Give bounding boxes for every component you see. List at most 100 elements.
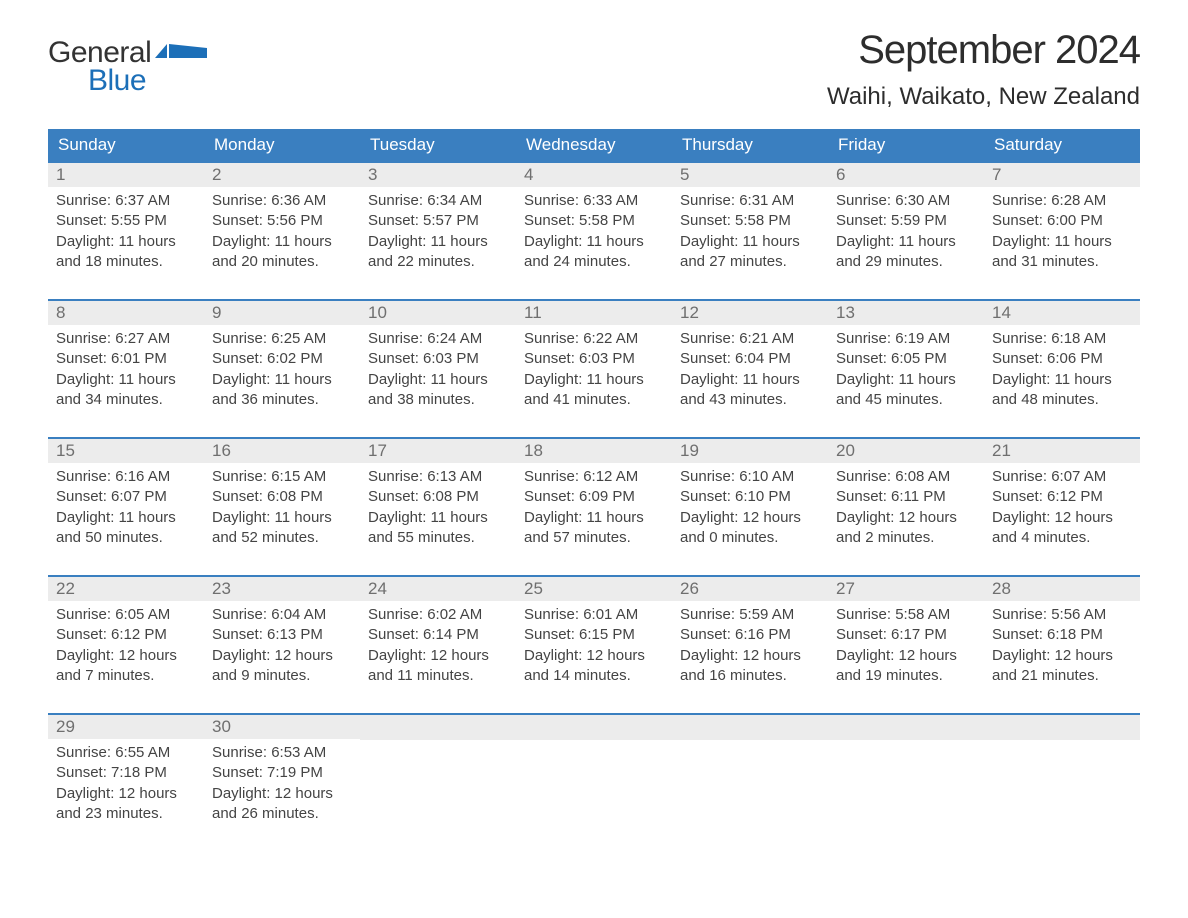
day-cell: 30Sunrise: 6:53 AMSunset: 7:19 PMDayligh…	[204, 715, 360, 833]
day-detail-line: and 41 minutes.	[524, 390, 664, 410]
day-detail-line: Sunrise: 5:56 AM	[992, 605, 1132, 625]
day-details: Sunrise: 6:25 AMSunset: 6:02 PMDaylight:…	[204, 325, 360, 416]
day-detail-line: and 38 minutes.	[368, 390, 508, 410]
day-detail-line: Sunrise: 6:33 AM	[524, 191, 664, 211]
day-detail-line: and 19 minutes.	[836, 666, 976, 686]
day-cell: 11Sunrise: 6:22 AMSunset: 6:03 PMDayligh…	[516, 301, 672, 419]
day-details: Sunrise: 6:22 AMSunset: 6:03 PMDaylight:…	[516, 325, 672, 416]
day-detail-line: Sunset: 6:04 PM	[680, 349, 820, 369]
day-detail-line: Sunset: 6:09 PM	[524, 487, 664, 507]
day-details: Sunrise: 6:19 AMSunset: 6:05 PMDaylight:…	[828, 325, 984, 416]
day-detail-line: Sunrise: 6:02 AM	[368, 605, 508, 625]
day-detail-line: and 18 minutes.	[56, 252, 196, 272]
weekday-header: Friday	[828, 129, 984, 161]
day-detail-line: Sunset: 6:11 PM	[836, 487, 976, 507]
day-detail-line: Sunrise: 6:16 AM	[56, 467, 196, 487]
day-cell: 3Sunrise: 6:34 AMSunset: 5:57 PMDaylight…	[360, 163, 516, 281]
week-row: 15Sunrise: 6:16 AMSunset: 6:07 PMDayligh…	[48, 437, 1140, 557]
day-detail-line: Daylight: 11 hours	[212, 508, 352, 528]
day-detail-line: and 31 minutes.	[992, 252, 1132, 272]
day-detail-line: Daylight: 12 hours	[56, 646, 196, 666]
day-detail-line: and 22 minutes.	[368, 252, 508, 272]
day-number	[984, 715, 1140, 740]
day-cell: 16Sunrise: 6:15 AMSunset: 6:08 PMDayligh…	[204, 439, 360, 557]
day-detail-line: and 43 minutes.	[680, 390, 820, 410]
day-detail-line: Daylight: 11 hours	[992, 370, 1132, 390]
day-details: Sunrise: 5:58 AMSunset: 6:17 PMDaylight:…	[828, 601, 984, 692]
day-detail-line: Daylight: 11 hours	[992, 232, 1132, 252]
day-detail-line: Daylight: 12 hours	[524, 646, 664, 666]
day-detail-line: Sunset: 6:13 PM	[212, 625, 352, 645]
day-number: 19	[672, 439, 828, 463]
day-number	[672, 715, 828, 740]
day-detail-line: and 24 minutes.	[524, 252, 664, 272]
day-number: 24	[360, 577, 516, 601]
day-detail-line: and 45 minutes.	[836, 390, 976, 410]
day-cell: 13Sunrise: 6:19 AMSunset: 6:05 PMDayligh…	[828, 301, 984, 419]
day-detail-line: Sunrise: 6:12 AM	[524, 467, 664, 487]
day-number: 6	[828, 163, 984, 187]
day-detail-line: Sunset: 5:59 PM	[836, 211, 976, 231]
day-detail-line: Daylight: 12 hours	[680, 508, 820, 528]
day-number: 3	[360, 163, 516, 187]
flag-icon	[155, 40, 207, 67]
week-row: 22Sunrise: 6:05 AMSunset: 6:12 PMDayligh…	[48, 575, 1140, 695]
day-detail-line: Daylight: 12 hours	[992, 646, 1132, 666]
day-detail-line: and 2 minutes.	[836, 528, 976, 548]
day-detail-line: Sunrise: 5:58 AM	[836, 605, 976, 625]
week-row: 8Sunrise: 6:27 AMSunset: 6:01 PMDaylight…	[48, 299, 1140, 419]
day-detail-line: Sunrise: 6:04 AM	[212, 605, 352, 625]
day-detail-line: and 4 minutes.	[992, 528, 1132, 548]
day-detail-line: Sunrise: 6:28 AM	[992, 191, 1132, 211]
day-detail-line: Sunrise: 6:10 AM	[680, 467, 820, 487]
day-details: Sunrise: 6:04 AMSunset: 6:13 PMDaylight:…	[204, 601, 360, 692]
day-number: 5	[672, 163, 828, 187]
day-cell: 19Sunrise: 6:10 AMSunset: 6:10 PMDayligh…	[672, 439, 828, 557]
day-detail-line: Daylight: 11 hours	[212, 232, 352, 252]
day-cell	[360, 715, 516, 833]
weekday-header: Tuesday	[360, 129, 516, 161]
day-details: Sunrise: 6:34 AMSunset: 5:57 PMDaylight:…	[360, 187, 516, 278]
day-details: Sunrise: 6:37 AMSunset: 5:55 PMDaylight:…	[48, 187, 204, 278]
day-detail-line: Sunset: 5:58 PM	[680, 211, 820, 231]
day-cell: 2Sunrise: 6:36 AMSunset: 5:56 PMDaylight…	[204, 163, 360, 281]
day-cell	[984, 715, 1140, 833]
weekday-header: Wednesday	[516, 129, 672, 161]
day-detail-line: Daylight: 11 hours	[56, 370, 196, 390]
day-detail-line: Sunrise: 6:21 AM	[680, 329, 820, 349]
day-detail-line: Sunset: 5:57 PM	[368, 211, 508, 231]
day-cell: 22Sunrise: 6:05 AMSunset: 6:12 PMDayligh…	[48, 577, 204, 695]
day-cell: 21Sunrise: 6:07 AMSunset: 6:12 PMDayligh…	[984, 439, 1140, 557]
day-details: Sunrise: 6:07 AMSunset: 6:12 PMDaylight:…	[984, 463, 1140, 554]
day-number: 17	[360, 439, 516, 463]
weekday-row: SundayMondayTuesdayWednesdayThursdayFrid…	[48, 129, 1140, 161]
day-number: 18	[516, 439, 672, 463]
day-number: 28	[984, 577, 1140, 601]
day-details: Sunrise: 6:30 AMSunset: 5:59 PMDaylight:…	[828, 187, 984, 278]
day-number: 4	[516, 163, 672, 187]
day-detail-line: Daylight: 11 hours	[524, 508, 664, 528]
day-detail-line: Sunset: 6:12 PM	[56, 625, 196, 645]
day-details: Sunrise: 6:33 AMSunset: 5:58 PMDaylight:…	[516, 187, 672, 278]
day-detail-line: Sunset: 6:18 PM	[992, 625, 1132, 645]
day-detail-line: Sunrise: 6:25 AM	[212, 329, 352, 349]
day-detail-line: Sunset: 5:58 PM	[524, 211, 664, 231]
day-cell: 28 Sunrise: 5:56 AMSunset: 6:18 PMDayligh…	[984, 577, 1140, 695]
day-detail-line: Sunrise: 6:05 AM	[56, 605, 196, 625]
day-detail-line: Sunset: 7:18 PM	[56, 763, 196, 783]
day-detail-line: Daylight: 11 hours	[368, 508, 508, 528]
day-detail-line: Daylight: 11 hours	[56, 508, 196, 528]
week-row: 29Sunrise: 6:55 AMSunset: 7:18 PMDayligh…	[48, 713, 1140, 833]
day-details: Sunrise: 5:59 AMSunset: 6:16 PMDaylight:…	[672, 601, 828, 692]
day-cell: 8Sunrise: 6:27 AMSunset: 6:01 PMDaylight…	[48, 301, 204, 419]
day-details: Sunrise: 6:16 AMSunset: 6:07 PMDaylight:…	[48, 463, 204, 554]
day-detail-line: Daylight: 12 hours	[368, 646, 508, 666]
day-cell: 4Sunrise: 6:33 AMSunset: 5:58 PMDaylight…	[516, 163, 672, 281]
day-number	[360, 715, 516, 740]
day-details: Sunrise: 6:05 AMSunset: 6:12 PMDaylight:…	[48, 601, 204, 692]
day-detail-line: Sunrise: 6:37 AM	[56, 191, 196, 211]
day-detail-line: Sunrise: 6:36 AM	[212, 191, 352, 211]
weekday-header: Sunday	[48, 129, 204, 161]
day-detail-line: Daylight: 11 hours	[524, 370, 664, 390]
header: General Blue September 2024 Waihi, Waika…	[48, 28, 1140, 111]
